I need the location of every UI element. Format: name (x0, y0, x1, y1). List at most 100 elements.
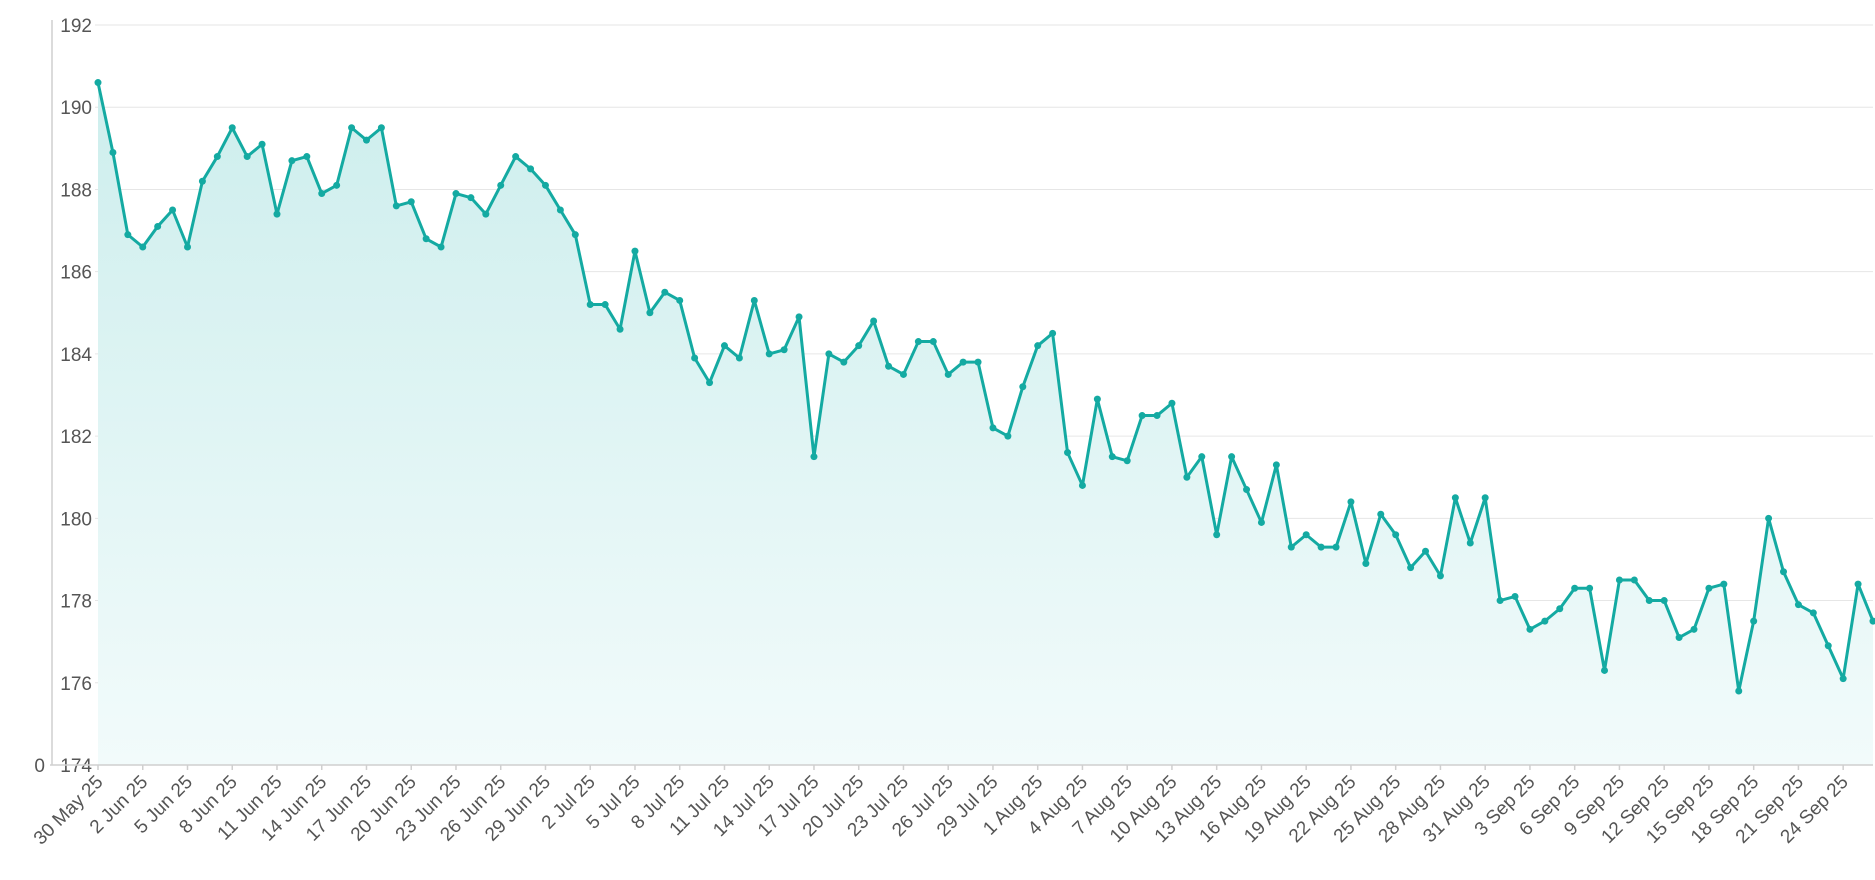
data-point[interactable] (1168, 399, 1176, 407)
data-point[interactable] (1034, 342, 1042, 350)
data-point[interactable] (1809, 609, 1817, 617)
data-point[interactable] (1869, 617, 1875, 625)
data-point[interactable] (1705, 584, 1713, 592)
data-point[interactable] (1287, 543, 1295, 551)
data-point[interactable] (646, 309, 654, 317)
data-point[interactable] (1407, 564, 1415, 572)
data-point[interactable] (109, 148, 117, 156)
data-point[interactable] (1481, 494, 1489, 502)
data-point[interactable] (959, 358, 967, 366)
data-point[interactable] (1780, 568, 1787, 576)
data-point[interactable] (1660, 597, 1668, 605)
data-point[interactable] (661, 288, 669, 296)
data-point[interactable] (541, 181, 549, 189)
data-point[interactable] (810, 453, 818, 461)
data-point[interactable] (706, 379, 714, 387)
data-point[interactable] (720, 342, 728, 350)
data-point[interactable] (1362, 560, 1370, 568)
data-point[interactable] (1466, 539, 1474, 547)
data-point[interactable] (1645, 597, 1653, 605)
data-point[interactable] (1630, 576, 1638, 584)
data-point[interactable] (1720, 580, 1728, 588)
data-point[interactable] (765, 350, 773, 358)
data-point[interactable] (348, 124, 356, 132)
data-point[interactable] (885, 362, 893, 370)
data-point[interactable] (1615, 576, 1623, 584)
data-point[interactable] (631, 247, 639, 255)
data-point[interactable] (1302, 531, 1310, 539)
data-point[interactable] (1004, 432, 1012, 440)
data-point[interactable] (556, 206, 564, 214)
data-point[interactable] (1049, 329, 1057, 337)
data-point[interactable] (243, 153, 251, 161)
data-point[interactable] (184, 243, 191, 251)
data-point[interactable] (735, 354, 743, 362)
data-point[interactable] (1377, 510, 1385, 518)
data-point[interactable] (1108, 453, 1116, 461)
data-point[interactable] (452, 190, 460, 198)
data-point[interactable] (1556, 605, 1564, 613)
data-point[interactable] (1213, 531, 1221, 539)
data-point[interactable] (855, 342, 863, 350)
data-point[interactable] (1019, 383, 1027, 391)
data-point[interactable] (258, 140, 266, 148)
data-point[interactable] (780, 346, 788, 354)
data-point[interactable] (1243, 486, 1251, 494)
data-point[interactable] (1541, 617, 1549, 625)
data-point[interactable] (1601, 666, 1609, 674)
data-point[interactable] (750, 296, 758, 304)
data-point[interactable] (1675, 634, 1683, 642)
data-point[interactable] (1183, 473, 1191, 481)
data-point[interactable] (1765, 514, 1773, 522)
data-point[interactable] (1824, 642, 1832, 650)
data-point[interactable] (586, 301, 594, 309)
data-point[interactable] (1347, 498, 1355, 506)
data-point[interactable] (1093, 395, 1101, 403)
data-point[interactable] (273, 210, 281, 218)
data-point[interactable] (377, 124, 385, 132)
data-point[interactable] (392, 202, 400, 210)
data-point[interactable] (198, 177, 206, 185)
data-point[interactable] (512, 153, 520, 161)
data-point[interactable] (1750, 617, 1758, 625)
data-point[interactable] (1138, 412, 1146, 420)
data-point[interactable] (989, 424, 997, 432)
data-point[interactable] (1228, 453, 1236, 461)
data-point[interactable] (303, 153, 311, 161)
data-point[interactable] (1496, 597, 1504, 605)
data-point[interactable] (333, 181, 341, 189)
data-point[interactable] (825, 350, 833, 358)
data-point[interactable] (1511, 592, 1519, 600)
data-point[interactable] (1854, 580, 1862, 588)
data-point[interactable] (571, 231, 579, 239)
data-point[interactable] (1317, 543, 1325, 551)
data-point[interactable] (1794, 601, 1802, 609)
data-point[interactable] (169, 206, 177, 214)
data-point[interactable] (154, 222, 162, 230)
data-point[interactable] (899, 370, 907, 378)
data-point[interactable] (213, 153, 221, 161)
data-point[interactable] (497, 181, 505, 189)
data-point[interactable] (944, 370, 952, 378)
data-point[interactable] (422, 235, 430, 243)
data-point[interactable] (482, 210, 490, 218)
data-point[interactable] (1257, 518, 1265, 526)
data-point[interactable] (601, 301, 609, 309)
data-point[interactable] (1198, 453, 1206, 461)
data-point[interactable] (527, 165, 535, 173)
data-point[interactable] (288, 157, 296, 165)
data-point[interactable] (929, 338, 937, 346)
data-point[interactable] (1735, 687, 1743, 695)
data-point[interactable] (974, 358, 982, 366)
data-point[interactable] (124, 231, 132, 239)
data-point[interactable] (795, 313, 803, 321)
data-point[interactable] (1690, 625, 1698, 633)
data-point[interactable] (139, 243, 147, 251)
data-point[interactable] (318, 190, 326, 198)
data-point[interactable] (676, 296, 684, 304)
data-point[interactable] (1586, 584, 1594, 592)
data-point[interactable] (467, 194, 475, 202)
data-point[interactable] (1436, 572, 1444, 580)
data-point[interactable] (1123, 457, 1131, 465)
data-point[interactable] (1064, 449, 1072, 457)
